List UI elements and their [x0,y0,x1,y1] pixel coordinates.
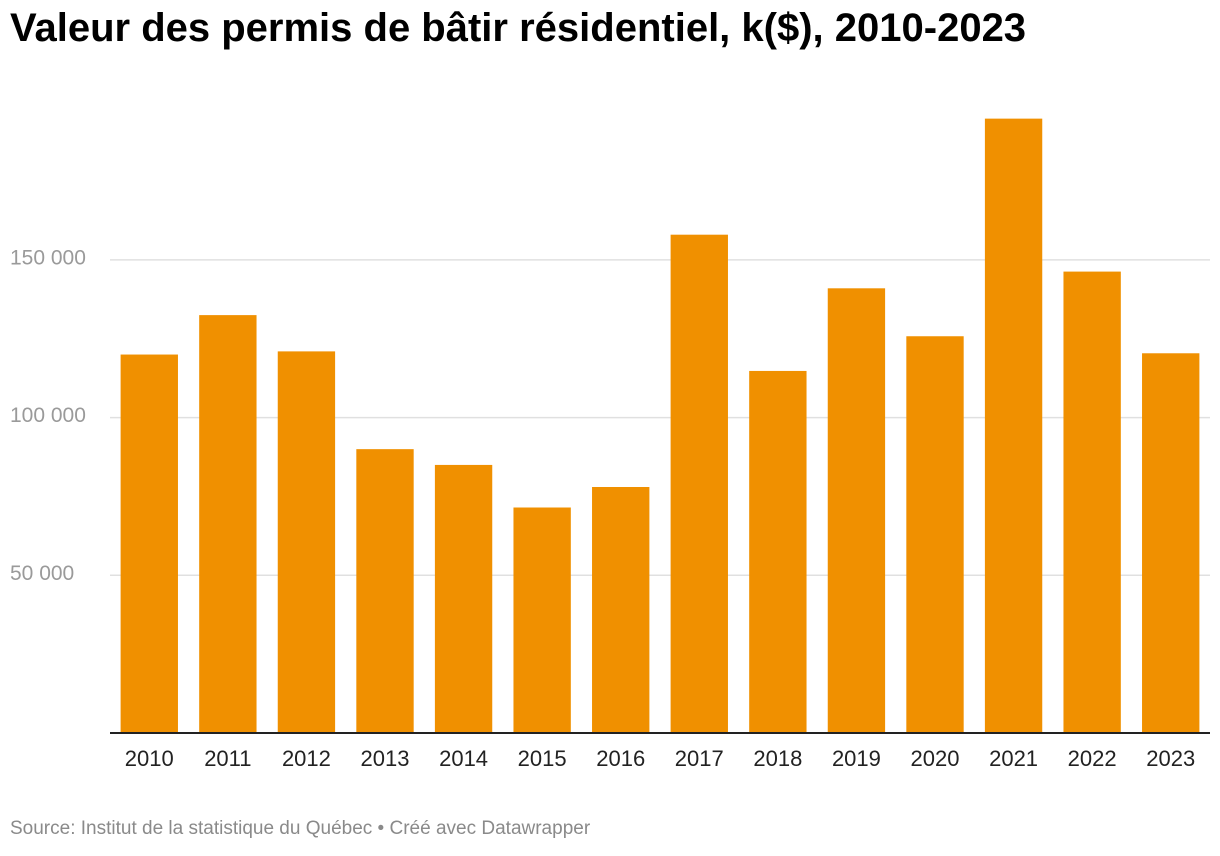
bar-2019[interactable] [827,288,886,733]
x-tick-label: 2020 [911,746,960,771]
x-tick-label: 2018 [753,746,802,771]
bar-2012[interactable] [277,351,336,733]
y-tick-label: 150 000 [10,246,86,269]
bar-2022[interactable] [1063,271,1121,733]
bar-2018[interactable] [749,370,807,733]
bar-2020[interactable] [906,336,964,733]
x-tick-label: 2011 [204,746,251,771]
chart-title: Valeur des permis de bâtir résidentiel, … [10,6,1027,50]
x-tick-label: 2013 [361,746,410,771]
source-text: Source: Institut de la statistique du Qu… [10,818,373,839]
x-tick-label: 2017 [675,746,724,771]
bar-2014[interactable] [434,464,493,733]
x-tick-label: 2023 [1146,746,1195,771]
bar-2017[interactable] [670,234,728,733]
bar-2015[interactable] [513,507,571,734]
bar-2010[interactable] [120,354,178,733]
bar-2021[interactable] [984,118,1043,734]
bars [120,118,1200,734]
x-tick-label: 2022 [1068,746,1117,771]
x-tick-label: 2010 [125,746,174,771]
axes: 2010 2011 2012 2013 2014 2015 2016 2017 2018 2019… [110,732,1210,771]
credit-link[interactable]: Créé avec Datawrapper [389,818,591,839]
y-tick-label: 100 000 [10,404,86,427]
footer-separator: • [372,818,390,839]
bar-2016[interactable] [592,487,650,733]
x-tick-label: 2014 [439,746,488,771]
x-tick-label: 2019 [832,746,881,771]
bar-2023[interactable] [1142,353,1200,733]
bar-2011[interactable] [199,315,257,733]
y-tick-label: 50 000 [10,562,74,585]
chart-footer: Source: Institut de la statistique du Qu… [10,818,590,840]
x-tick-label: 2015 [518,746,567,771]
bar-2013[interactable] [356,449,414,733]
x-tick-label: 2012 [282,746,331,771]
x-tick-label: 2021 [989,746,1038,771]
x-tick-label: 2016 [596,746,645,771]
